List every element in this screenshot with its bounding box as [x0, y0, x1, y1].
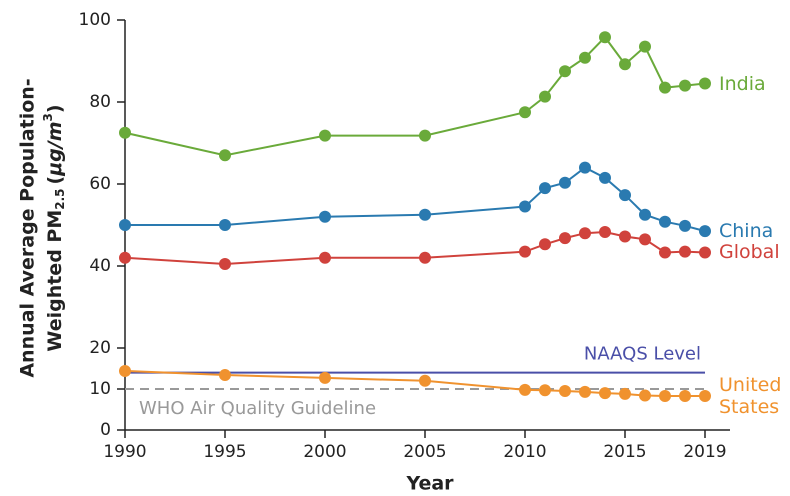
data-point [219, 219, 231, 231]
data-point [539, 384, 551, 397]
data-point [579, 227, 591, 240]
series-line [124, 230, 706, 265]
data-point [579, 385, 591, 398]
data-point [679, 245, 691, 258]
data-point [639, 40, 651, 53]
data-point [579, 51, 591, 64]
data-point [119, 364, 131, 377]
data-point [119, 251, 131, 264]
data-point [519, 245, 531, 258]
data-point [679, 79, 691, 92]
data-point [319, 210, 331, 223]
y-tick-label: 60 [89, 174, 111, 194]
data-point [319, 129, 331, 142]
data-point [419, 208, 431, 221]
y-tick-label: 40 [89, 256, 111, 276]
data-point [659, 215, 671, 228]
data-point [599, 225, 611, 238]
y-axis-title: Annual Average Population- Weighted PM2.… [17, 78, 67, 377]
data-point [539, 182, 551, 195]
data-point [599, 31, 611, 44]
data-point [519, 200, 531, 213]
data-point [579, 161, 591, 174]
x-tick-label: 2000 [303, 442, 346, 462]
data-point [559, 385, 571, 398]
y-axis-title-subscript: 2.5 [53, 188, 67, 209]
y-axis-title-part: ) [44, 104, 66, 113]
data-point [699, 246, 711, 259]
reference-label: WHO Air Quality Guideline [139, 398, 376, 419]
series-line [124, 35, 706, 157]
data-point [559, 232, 571, 245]
x-tick-label: 2005 [403, 442, 446, 462]
y-tick-label: 20 [89, 338, 111, 358]
data-point [219, 257, 231, 270]
data-point [599, 387, 611, 400]
data-point [559, 65, 571, 78]
x-tick-label: 1995 [203, 442, 246, 462]
data-point [119, 219, 131, 231]
y-axis-title-superscript: 3 [41, 113, 55, 121]
series-label: United States [719, 373, 782, 418]
y-axis-title-line: Weighted PM2.5 (μg/m3) [41, 104, 67, 351]
data-point [599, 171, 611, 184]
data-point [619, 387, 631, 400]
data-point [639, 208, 651, 221]
data-point [539, 90, 551, 103]
x-tick-label: 2019 [683, 442, 726, 462]
data-point [419, 251, 431, 264]
data-point [679, 389, 691, 402]
data-point [419, 374, 431, 387]
data-point [659, 389, 671, 402]
series-line [125, 166, 706, 233]
data-point [619, 230, 631, 243]
x-tick-label: 1990 [103, 442, 146, 462]
x-axis-title: Year [405, 473, 454, 495]
series-label: Global [719, 241, 780, 264]
series-label: China [719, 220, 774, 243]
reference-label: NAAQS Level [584, 344, 701, 365]
series-line [124, 369, 705, 397]
data-point [419, 129, 431, 142]
data-point [619, 58, 631, 71]
y-tick-label: 0 [100, 420, 111, 440]
data-point [219, 369, 231, 382]
data-point [319, 371, 331, 384]
y-tick-label: 80 [89, 92, 111, 112]
data-point [639, 389, 651, 402]
data-point [219, 149, 231, 162]
y-axis-title-part: Weighted PM [44, 210, 66, 352]
y-axis-title-unit: μg/m [44, 121, 66, 176]
data-point [659, 81, 671, 94]
y-tick-label: 10 [89, 379, 111, 399]
data-point [699, 77, 711, 90]
data-point [519, 383, 531, 396]
series-label: India [719, 72, 766, 95]
data-point [679, 219, 691, 232]
data-point [319, 251, 331, 264]
x-tick-label: 2010 [503, 442, 546, 462]
y-axis-title-line: Annual Average Population- [17, 78, 39, 377]
data-point [659, 246, 671, 259]
x-tick-label: 2015 [603, 442, 646, 462]
data-point [699, 225, 711, 238]
y-tick-label: 100 [79, 10, 111, 30]
data-point [559, 176, 571, 189]
data-point [699, 389, 711, 402]
data-point [519, 106, 531, 119]
data-point [539, 238, 551, 251]
data-point [639, 233, 651, 246]
data-point [619, 189, 631, 202]
data-point [119, 126, 131, 139]
y-axis-title-part: ( [44, 176, 66, 185]
